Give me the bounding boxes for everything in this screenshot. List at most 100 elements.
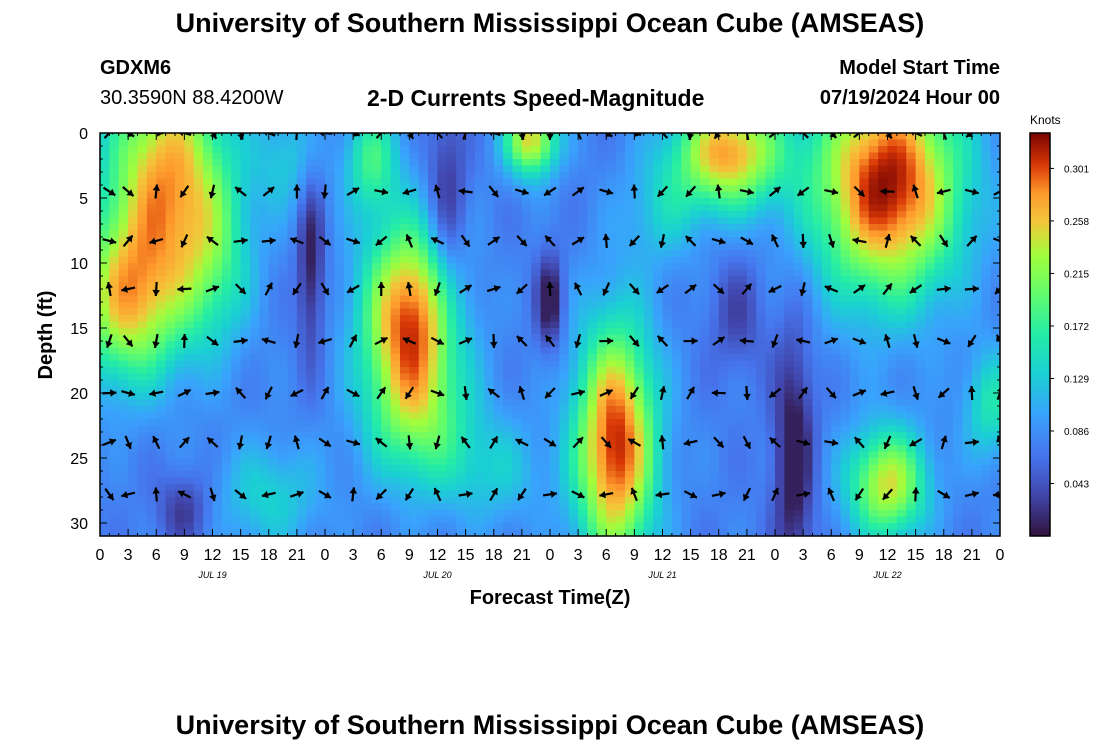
heatmap-cell bbox=[840, 133, 851, 141]
heatmap-cell bbox=[503, 295, 514, 303]
heatmap-cell bbox=[746, 243, 757, 251]
heatmap-cell bbox=[390, 438, 401, 446]
heatmap-cell bbox=[812, 211, 823, 219]
heatmap-cell bbox=[615, 289, 626, 297]
heatmap-cell bbox=[296, 373, 307, 381]
heatmap-cell bbox=[306, 198, 317, 206]
heatmap-cell bbox=[821, 321, 832, 329]
heatmap-cell bbox=[306, 276, 317, 284]
heatmap-cell bbox=[221, 451, 232, 459]
heatmap-cell bbox=[793, 237, 804, 245]
heatmap-cell bbox=[334, 334, 345, 342]
heatmap-cell bbox=[662, 302, 673, 310]
heatmap-cell bbox=[175, 172, 185, 180]
heatmap-cell bbox=[118, 178, 129, 186]
heatmap-cell bbox=[700, 211, 710, 219]
heatmap-cell bbox=[568, 412, 579, 420]
heatmap-cell bbox=[653, 419, 664, 427]
heatmap-cell bbox=[503, 263, 514, 271]
heatmap-cell bbox=[221, 211, 232, 219]
heatmap-cell bbox=[681, 464, 692, 472]
current-speed-chart: 0 3 6 9 12 15 18 21 0 3 6 9 12 15 18 21 0 3 6 9 12 15 18 21 0 3 6 9… bbox=[35, 113, 1089, 609]
heatmap-cell bbox=[775, 516, 785, 524]
heatmap-cell bbox=[578, 328, 589, 336]
heatmap-cell bbox=[278, 217, 289, 225]
heatmap-cell bbox=[175, 191, 185, 199]
heatmap-cell bbox=[728, 198, 739, 206]
heatmap-cell bbox=[137, 354, 148, 362]
heatmap-cell bbox=[775, 191, 785, 199]
heatmap-cell bbox=[203, 477, 214, 485]
heatmap-cell bbox=[306, 399, 317, 407]
heatmap-cell bbox=[446, 237, 457, 245]
heatmap-cell bbox=[653, 425, 664, 433]
heatmap-cell bbox=[484, 152, 495, 160]
heatmap-cell bbox=[559, 412, 570, 420]
heatmap-cell bbox=[390, 289, 401, 297]
heatmap-cell bbox=[821, 419, 832, 427]
heatmap-cell bbox=[840, 282, 851, 290]
heatmap-cell bbox=[700, 406, 710, 414]
heatmap-cell bbox=[184, 282, 195, 290]
heatmap-cell bbox=[793, 380, 804, 388]
heatmap-cell bbox=[653, 354, 664, 362]
heatmap-cell bbox=[418, 451, 429, 459]
heatmap-cell bbox=[409, 315, 420, 323]
heatmap-cell bbox=[240, 204, 251, 212]
heatmap-cell bbox=[540, 399, 551, 407]
heatmap-cell bbox=[521, 302, 532, 310]
heatmap-cell bbox=[343, 295, 354, 303]
heatmap-cell bbox=[737, 497, 748, 505]
heatmap-cell bbox=[831, 250, 842, 258]
heatmap-cell bbox=[540, 503, 551, 511]
heatmap-cell bbox=[690, 516, 701, 524]
heatmap-cell bbox=[362, 178, 373, 186]
heatmap-cell bbox=[465, 308, 476, 316]
heatmap-cell bbox=[381, 139, 392, 147]
heatmap-cell bbox=[184, 237, 195, 245]
heatmap-cell bbox=[831, 386, 842, 394]
heatmap-cell bbox=[221, 438, 232, 446]
heatmap-cell bbox=[709, 373, 720, 381]
heatmap-cell bbox=[737, 250, 748, 258]
heatmap-cell bbox=[606, 445, 617, 453]
heatmap-cell bbox=[184, 308, 195, 316]
heatmap-cell bbox=[709, 510, 720, 518]
heatmap-cell bbox=[296, 282, 307, 290]
heatmap-cell bbox=[128, 172, 139, 180]
heatmap-cell bbox=[540, 523, 551, 531]
heatmap-cell bbox=[503, 308, 514, 316]
heatmap-cell bbox=[634, 510, 645, 518]
heatmap-cell bbox=[653, 269, 664, 277]
heatmap-cell bbox=[146, 484, 157, 492]
heatmap-cell bbox=[662, 334, 673, 342]
heatmap-cell bbox=[728, 146, 739, 154]
heatmap-cell bbox=[240, 198, 251, 206]
heatmap-cell bbox=[165, 250, 176, 258]
heatmap-cell bbox=[353, 263, 364, 271]
heatmap-cell bbox=[268, 516, 279, 524]
heatmap-cell bbox=[681, 373, 692, 381]
heatmap-cell bbox=[418, 341, 429, 349]
heatmap-cell bbox=[690, 419, 701, 427]
heatmap-cell bbox=[100, 198, 110, 206]
heatmap-cell bbox=[643, 237, 654, 245]
heatmap-cell bbox=[193, 523, 204, 531]
heatmap-cell bbox=[296, 393, 307, 401]
heatmap-cell bbox=[521, 224, 532, 232]
heatmap-cell bbox=[503, 516, 514, 524]
heatmap-cell bbox=[409, 198, 420, 206]
heatmap-cell bbox=[559, 224, 570, 232]
heatmap-cell bbox=[643, 367, 654, 375]
heatmap-cell bbox=[193, 315, 204, 323]
heatmap-cell bbox=[793, 529, 804, 536]
heatmap-cell bbox=[671, 308, 682, 316]
heatmap-cell bbox=[821, 198, 832, 206]
heatmap-cell bbox=[343, 373, 354, 381]
heatmap-cell bbox=[493, 198, 504, 206]
heatmap-cell bbox=[568, 178, 579, 186]
heatmap-cell bbox=[737, 276, 748, 284]
heatmap-cell bbox=[662, 139, 673, 147]
heatmap-cell bbox=[540, 484, 551, 492]
heatmap-cell bbox=[109, 419, 120, 427]
